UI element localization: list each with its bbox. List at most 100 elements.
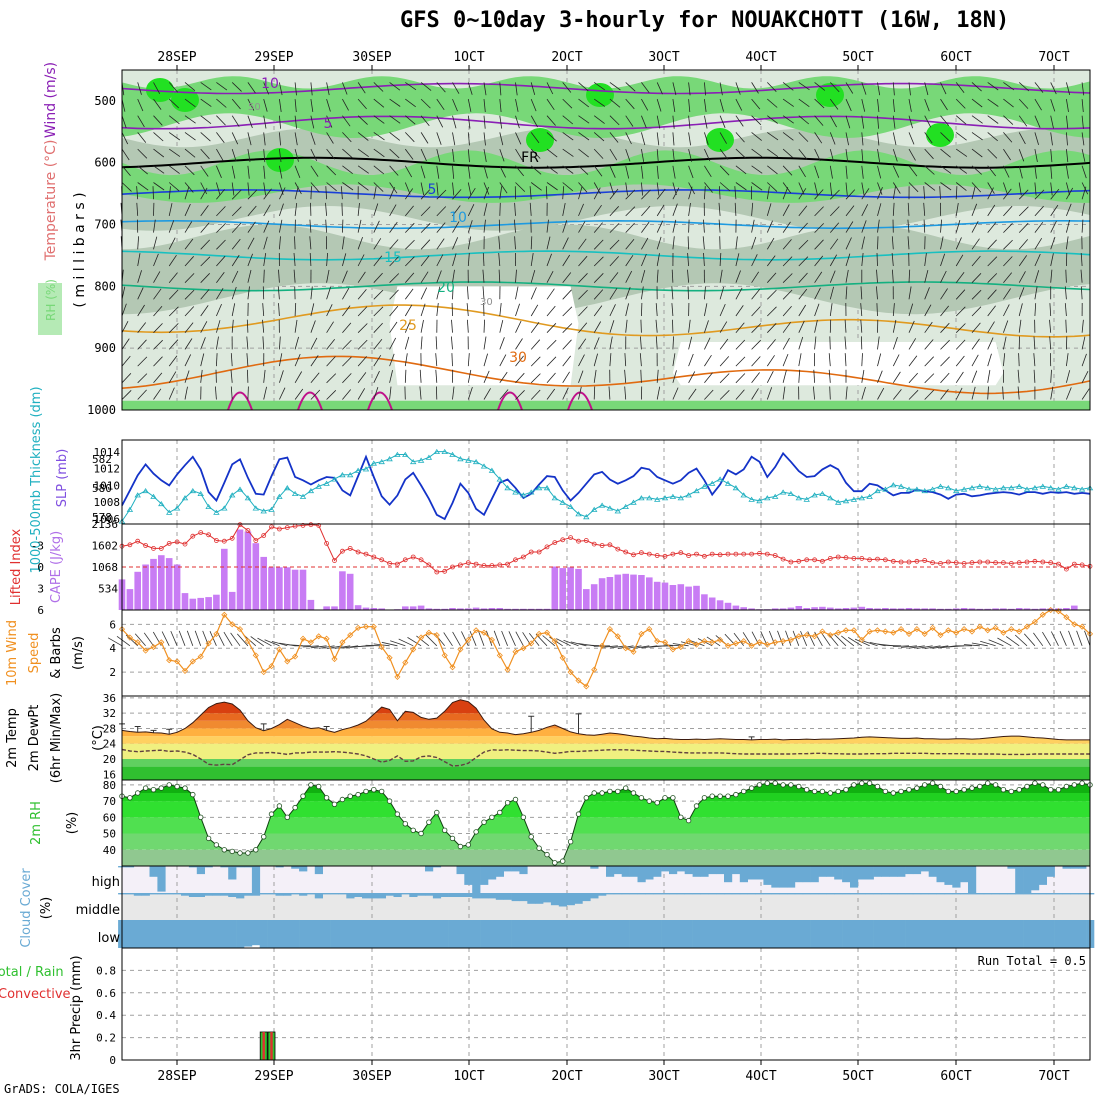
cloud-ylabel: Cloud Cover	[19, 868, 34, 948]
wind10m-barb	[834, 634, 847, 647]
wind-barb	[987, 82, 999, 91]
cloud-low-bar	[157, 920, 166, 948]
li-marker	[363, 551, 369, 557]
cloud-high-bar	[779, 866, 788, 888]
wind-barb	[499, 389, 509, 400]
wind10m-marker	[772, 639, 779, 646]
wind10m-barb	[161, 631, 170, 646]
wind-barb	[373, 370, 380, 383]
wind-barb	[987, 353, 992, 367]
wind-barb	[1066, 236, 1069, 250]
thickness-marker	[850, 496, 858, 502]
wind-barb	[216, 303, 222, 317]
thickness-marker	[567, 503, 574, 509]
wind-barb	[515, 372, 525, 384]
precip-frame	[121, 947, 1091, 1061]
wind-barb	[625, 132, 632, 145]
cloud-high-bar	[850, 866, 859, 888]
wind-barb	[955, 115, 967, 125]
wind-barb	[1050, 220, 1057, 233]
wind-barb	[782, 353, 789, 367]
li-marker	[757, 551, 762, 556]
cape-bar	[1000, 608, 1007, 610]
wind-barb	[1081, 371, 1089, 383]
wind10m-barb	[820, 632, 831, 647]
wind-barb	[200, 205, 209, 217]
thickness-marker	[433, 448, 441, 454]
wind-barb	[168, 98, 179, 109]
cloud-middle-bar	[354, 893, 363, 897]
wind-barb	[955, 132, 967, 141]
wind10m-marker	[205, 640, 212, 647]
cape-bar	[244, 531, 252, 610]
li-marker	[623, 549, 629, 555]
wind-barb	[971, 386, 976, 400]
cloud-middle-bar	[716, 893, 725, 895]
cloud-middle-bar	[306, 893, 316, 895]
cloud-high-bar	[299, 866, 308, 872]
wind-barb	[766, 355, 775, 367]
li-marker	[702, 553, 707, 559]
wind-barb	[309, 236, 312, 250]
wind-barb	[924, 82, 929, 96]
wind-barb	[719, 269, 723, 283]
li-ytick-1: 0	[37, 561, 44, 574]
wind-barb	[987, 182, 995, 194]
rh-marker	[780, 782, 786, 788]
wind-barb	[845, 182, 848, 196]
li-marker	[709, 551, 715, 557]
wind10m-barb	[814, 631, 823, 646]
li-marker	[1016, 560, 1022, 566]
dewpoint-line	[121, 748, 1090, 767]
cape-bar	[480, 608, 488, 610]
thickness-line	[121, 451, 1091, 522]
wind-barb	[389, 204, 397, 217]
wind-barb	[483, 388, 491, 400]
precip-ytick-0: 0	[109, 1054, 116, 1067]
cloud-middle-bar	[299, 893, 308, 896]
wind-barb	[326, 165, 337, 176]
cape-bar	[598, 578, 606, 610]
cape-ytick-3: 2136	[92, 518, 119, 531]
wind10m-marker	[748, 642, 755, 649]
upper-rh-surface-band	[122, 400, 1090, 410]
wind-barb	[452, 132, 456, 146]
wind10m-marker	[331, 655, 338, 663]
wind-barb	[263, 98, 268, 112]
cloud-low-bar	[912, 920, 922, 948]
rh-marker	[308, 782, 314, 788]
cape-bar	[795, 606, 803, 610]
wind-barb	[641, 165, 644, 179]
wind-barb	[137, 253, 141, 267]
wind-barb	[578, 306, 588, 317]
cloud-middle-bar	[598, 893, 607, 896]
wind10m-marker	[276, 646, 283, 653]
wind-barb	[168, 371, 177, 384]
cape-bar	[937, 608, 944, 610]
rh-marker	[1040, 782, 1046, 788]
wind-barb	[861, 149, 864, 163]
wind-barb	[971, 238, 980, 250]
wind-barb	[829, 270, 836, 283]
thickness-marker	[284, 485, 291, 491]
wind-barb	[751, 98, 761, 110]
wind-barb	[892, 132, 897, 146]
wind-barb	[420, 271, 429, 283]
wind-barb	[515, 132, 522, 145]
wind-barb	[687, 269, 689, 283]
precip-legend-convective: Convective	[0, 987, 71, 1002]
wind10m-marker	[126, 634, 133, 641]
wind-barb	[719, 286, 725, 300]
cloud-low-bar	[684, 920, 693, 948]
li-marker	[977, 559, 983, 565]
wind-barb	[1081, 165, 1087, 179]
wind-barb	[451, 319, 453, 333]
thickness-marker	[126, 506, 134, 512]
wind-barb	[924, 182, 936, 191]
wind-barb	[200, 98, 212, 107]
rh-marker	[725, 793, 731, 799]
rh-marker	[898, 788, 904, 795]
cloud-middle-bar	[865, 893, 874, 895]
wind-barb	[609, 132, 619, 143]
wind-barb	[1080, 286, 1083, 300]
